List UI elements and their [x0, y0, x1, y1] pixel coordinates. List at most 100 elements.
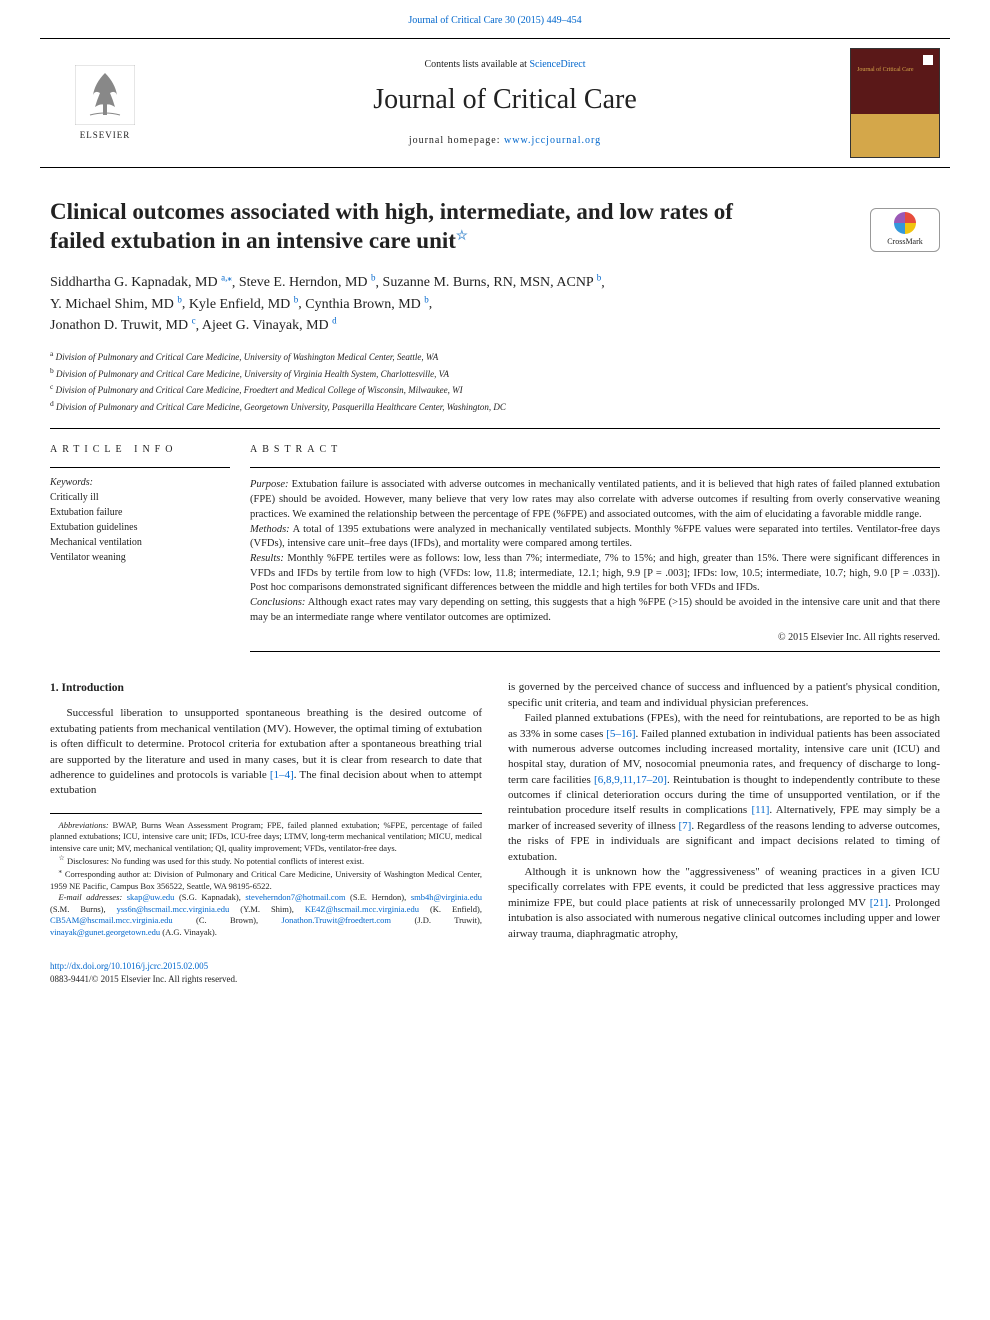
title-line-1: Clinical outcomes associated with high, …: [50, 199, 733, 224]
keyword: Extubation guidelines: [50, 520, 230, 535]
body-para-3: Failed planned extubations (FPEs), with …: [508, 711, 940, 865]
affiliation: a Division of Pulmonary and Critical Car…: [50, 348, 940, 365]
segment-label: Conclusions:: [250, 597, 305, 608]
ref-link[interactable]: [7]: [678, 820, 691, 832]
fn-emails: E-mail addresses: skap@uw.edu (S.G. Kapn…: [50, 892, 482, 938]
crossmark-icon: [894, 212, 916, 234]
keyword: Mechanical ventilation: [50, 535, 230, 550]
journal-citation-link[interactable]: Journal of Critical Care 30 (2015) 449–4…: [408, 15, 581, 26]
abstract-segment: Results: Monthly %FPE tertiles were as f…: [250, 552, 940, 596]
journal-header: ELSEVIER Contents lists available at Sci…: [40, 38, 950, 168]
email-owner: (S.G. Kapnadak),: [174, 892, 245, 902]
ref-link[interactable]: [21]: [870, 897, 888, 909]
affiliation: b Division of Pulmonary and Critical Car…: [50, 365, 940, 382]
email-link[interactable]: vinayak@gunet.georgetown.edu: [50, 927, 160, 937]
segment-label: Results:: [250, 553, 284, 564]
author: Kyle Enfield, MD b: [189, 297, 298, 312]
ref-link[interactable]: [6,8,9,11,17–20]: [594, 774, 667, 786]
email-owner: (Y.M. Shim),: [229, 904, 305, 914]
author: Suzanne M. Burns, RN, MSN, ACNP b: [383, 275, 602, 290]
elsevier-label: ELSEVIER: [80, 129, 131, 142]
email-link[interactable]: smb4h@virginia.edu: [411, 892, 482, 902]
author-affiliation-mark[interactable]: d: [332, 316, 337, 326]
issn-copyright: 0883-9441/© 2015 Elsevier Inc. All right…: [50, 974, 237, 984]
fn-abbrev: Abbreviations: BWAP, Burns Wean Assessme…: [50, 820, 482, 854]
abstract-segment: Purpose: Extubation failure is associate…: [250, 478, 940, 522]
contents-pre: Contents lists available at: [424, 59, 529, 70]
aff-mark: d: [50, 399, 54, 408]
keyword: Extubation failure: [50, 505, 230, 520]
email-owner: (S.E. Herndon),: [346, 892, 411, 902]
author: Y. Michael Shim, MD b: [50, 297, 182, 312]
author-affiliation-mark[interactable]: a,⁎: [221, 273, 232, 283]
email-link[interactable]: CB5AM@hscmail.mcc.virginia.edu: [50, 915, 173, 925]
ab-divider: [250, 467, 940, 468]
journal-citation: Journal of Critical Care 30 (2015) 449–4…: [0, 0, 990, 34]
email-link[interactable]: KE4Z@hscmail.mcc.virginia.edu: [305, 904, 419, 914]
body-columns: 1. Introduction Successful liberation to…: [50, 680, 940, 942]
author-affiliation-mark[interactable]: b: [424, 294, 429, 304]
ref-link[interactable]: [11]: [751, 804, 769, 816]
email-owner: (S.M. Burns),: [50, 904, 117, 914]
doi-block: http://dx.doi.org/10.1016/j.jcrc.2015.02…: [50, 960, 940, 985]
article-title: Clinical outcomes associated with high, …: [50, 198, 940, 256]
keywords-list: Critically illExtubation failureExtubati…: [50, 490, 230, 565]
email-owner: (J.D. Truwit),: [391, 915, 482, 925]
article-info: ARTICLE INFO Keywords: Critically illExt…: [50, 443, 250, 652]
abstract: ABSTRACT Purpose: Extubation failure is …: [250, 443, 940, 652]
email-owner: (A.G. Vinayak).: [160, 927, 217, 937]
affiliation: d Division of Pulmonary and Critical Car…: [50, 398, 940, 415]
keywords-label: Keywords:: [50, 476, 230, 490]
discl-text: Disclosures: No funding was used for thi…: [65, 856, 364, 866]
authors-block: Siddhartha G. Kapnadak, MD a,⁎, Steve E.…: [50, 272, 940, 337]
email-owner: (K. Enfield),: [419, 904, 482, 914]
keyword: Critically ill: [50, 490, 230, 505]
abbrev-label: Abbreviations:: [59, 820, 109, 830]
abstract-body: Purpose: Extubation failure is associate…: [250, 478, 940, 625]
email-link[interactable]: yss6n@hscmail.mcc.virginia.edu: [117, 904, 230, 914]
author-affiliation-mark[interactable]: b: [294, 294, 299, 304]
author-affiliation-mark[interactable]: b: [597, 273, 602, 283]
affiliation: c Division of Pulmonary and Critical Car…: [50, 381, 940, 398]
body-para-2: is governed by the perceived chance of s…: [508, 680, 940, 711]
fn-disclosure: ☆ Disclosures: No funding was used for t…: [50, 854, 482, 867]
abstract-copyright: © 2015 Elsevier Inc. All rights reserved…: [250, 631, 940, 645]
aff-mark: c: [50, 382, 53, 391]
footnotes: Abbreviations: BWAP, Burns Wean Assessme…: [50, 813, 482, 938]
aff-mark: b: [50, 366, 54, 375]
tree-icon: [75, 65, 135, 125]
abstract-segment: Conclusions: Although exact rates may va…: [250, 596, 940, 625]
crossmark-badge[interactable]: CrossMark: [870, 208, 940, 252]
email-link[interactable]: steveherndon7@hotmail.com: [245, 892, 345, 902]
divider: [50, 428, 940, 429]
doi-link[interactable]: http://dx.doi.org/10.1016/j.jcrc.2015.02…: [50, 961, 208, 971]
journal-cover-thumb: Journal of Critical Care: [850, 48, 940, 158]
disclosure-star[interactable]: ☆: [456, 227, 468, 242]
ref-link[interactable]: [1–4]: [270, 769, 294, 781]
header-center: Contents lists available at ScienceDirec…: [170, 58, 840, 147]
ab-bottom-divider: [250, 651, 940, 652]
email-owner: (C. Brown),: [173, 915, 282, 925]
email-link[interactable]: Jonathon.Truwit@froedtert.com: [282, 915, 392, 925]
author-affiliation-mark[interactable]: c: [192, 316, 196, 326]
article-info-head: ARTICLE INFO: [50, 443, 230, 457]
author-affiliation-mark[interactable]: b: [371, 273, 376, 283]
homepage-line: journal homepage: www.jccjournal.org: [170, 134, 840, 148]
author: Cynthia Brown, MD b: [305, 297, 429, 312]
author: Ajeet G. Vinayak, MD d: [202, 318, 337, 333]
sciencedirect-link[interactable]: ScienceDirect: [529, 59, 585, 70]
segment-label: Purpose:: [250, 479, 289, 490]
corr-text: Corresponding author at: Division of Pul…: [50, 869, 482, 890]
homepage-link[interactable]: www.jccjournal.org: [504, 135, 601, 146]
cover-thumb-title: Journal of Critical Care: [857, 67, 927, 74]
keyword: Ventilator weaning: [50, 550, 230, 565]
article-header: CrossMark Clinical outcomes associated w…: [50, 198, 940, 652]
author-affiliation-mark[interactable]: b: [177, 294, 182, 304]
email-link[interactable]: skap@uw.edu: [127, 892, 175, 902]
aff-mark: a: [50, 349, 53, 358]
body-para-1: Successful liberation to unsupported spo…: [50, 706, 482, 798]
journal-name: Journal of Critical Care: [170, 80, 840, 119]
segment-label: Methods:: [250, 524, 290, 535]
ref-link[interactable]: [5–16]: [606, 728, 635, 740]
affiliations-block: a Division of Pulmonary and Critical Car…: [50, 348, 940, 414]
